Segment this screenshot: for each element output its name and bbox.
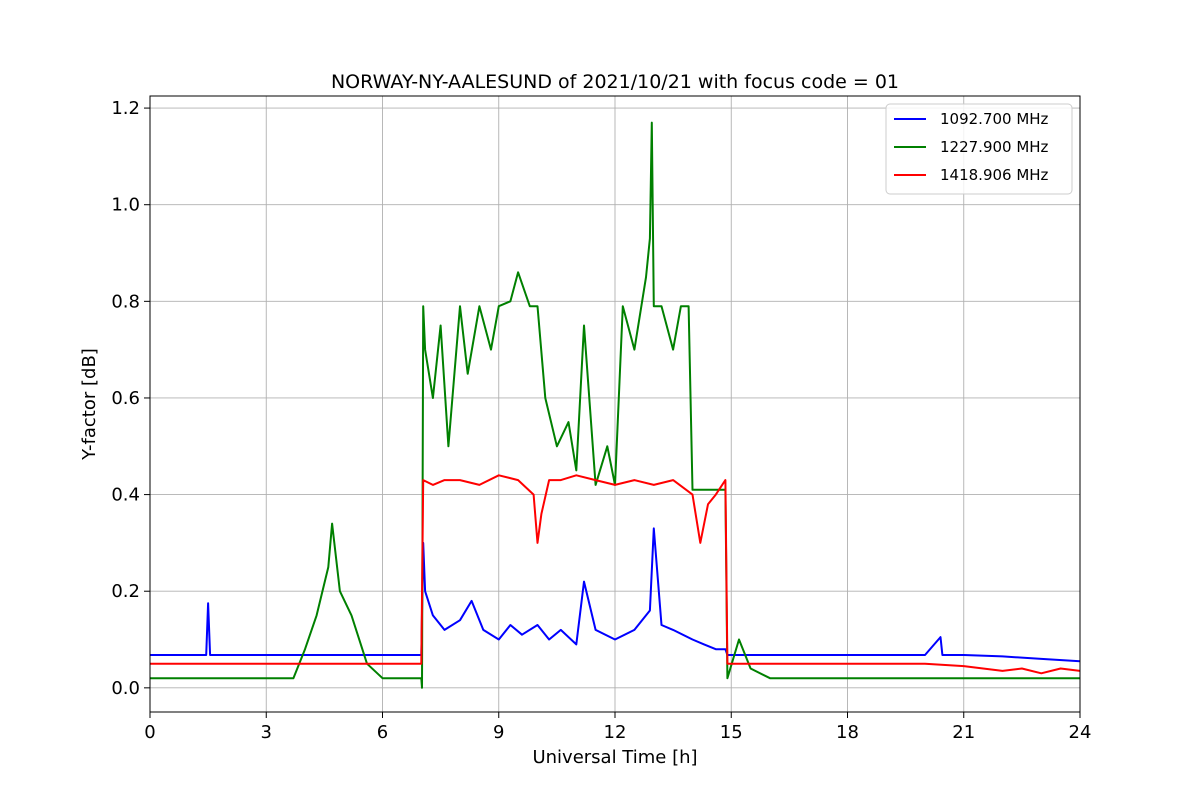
- legend-box: [885, 103, 1073, 195]
- x-tick-label: 6: [377, 722, 388, 743]
- legend-label: 1227.900 MHz: [940, 138, 1049, 156]
- x-ticks: 0 3 6 9 12 15 18 21 24: [144, 712, 1091, 743]
- series-layer: [150, 121, 1081, 689]
- x-tick-label: 24: [1069, 722, 1092, 743]
- x-tick-label: 12: [604, 722, 627, 743]
- x-axis-label: Universal Time [h]: [532, 747, 697, 768]
- legend-label: 1418.906 MHz: [940, 166, 1049, 184]
- series-line-3: [150, 474, 1081, 675]
- x-tick-label: 15: [720, 722, 743, 743]
- series-line-1: [150, 527, 1081, 663]
- legend-label: 1092.700 MHz: [940, 110, 1049, 128]
- y-tick-label: 0.6: [111, 388, 140, 409]
- y-axis-label: Y-factor [dB]: [79, 348, 100, 461]
- x-tick-label: 3: [261, 722, 272, 743]
- y-tick-label: 0.4: [111, 485, 140, 506]
- legend: 1092.700 MHz 1227.900 MHz 1418.906 MHz: [885, 103, 1073, 195]
- x-tick-label: 9: [493, 722, 504, 743]
- y-tick-label: 1.0: [111, 195, 140, 216]
- y-tick-label: 0.2: [111, 581, 140, 602]
- y-ticks: 0.0 0.2 0.4 0.6 0.8 1.0 1.2: [111, 98, 150, 699]
- y-tick-label: 0.8: [111, 291, 140, 312]
- x-tick-label: 0: [144, 722, 155, 743]
- x-tick-label: 21: [952, 722, 975, 743]
- x-tick-label: 18: [836, 722, 859, 743]
- y-tick-label: 0.0: [111, 678, 140, 699]
- chart-title: NORWAY-NY-AALESUND of 2021/10/21 with fo…: [331, 71, 899, 93]
- y-tick-label: 1.2: [111, 98, 140, 119]
